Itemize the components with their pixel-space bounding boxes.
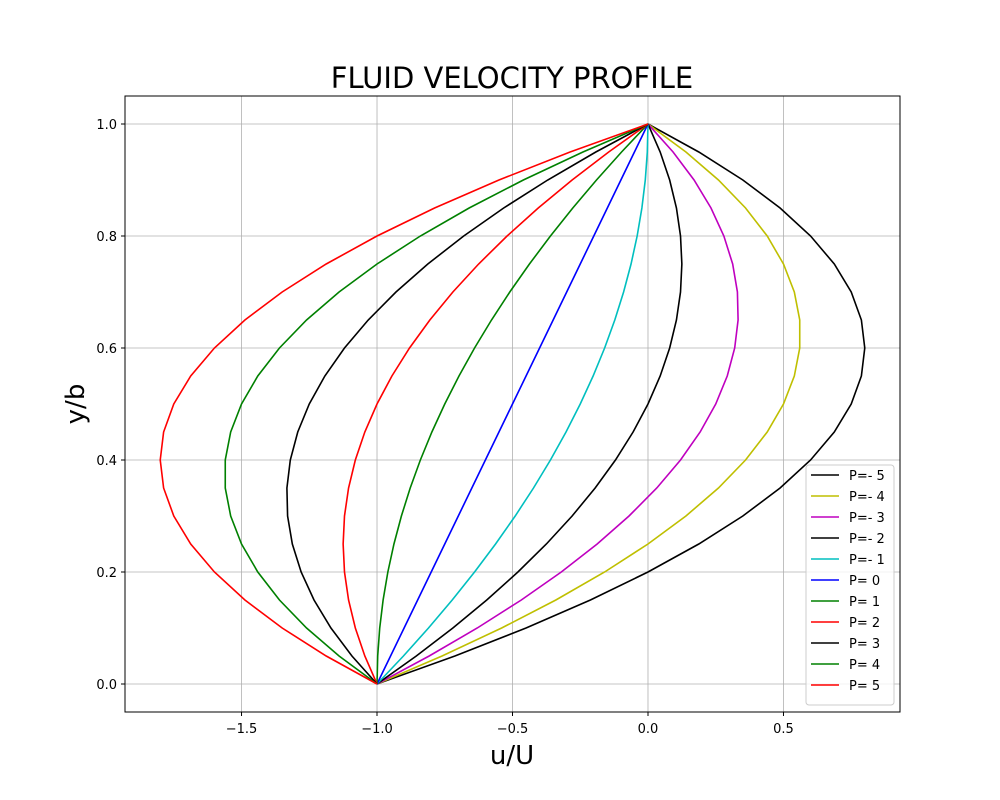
x-tick-label: 0.5 bbox=[773, 722, 794, 737]
data-line bbox=[376, 123, 801, 685]
y-axis-label: y/b bbox=[61, 384, 91, 425]
y-tick-label: 1.0 bbox=[96, 118, 117, 133]
legend-label: P=- 3 bbox=[849, 511, 885, 526]
data-line bbox=[376, 123, 649, 685]
legend-label: P=- 1 bbox=[849, 553, 885, 568]
legend-box bbox=[805, 464, 895, 706]
legend-label: P= 4 bbox=[849, 658, 880, 673]
data-line bbox=[159, 123, 649, 685]
y-tick-label: 0.8 bbox=[96, 230, 117, 245]
data-line bbox=[376, 123, 649, 685]
y-tick-label: 0.4 bbox=[96, 454, 117, 469]
x-axis-label: u/U bbox=[490, 741, 534, 771]
plot-frame bbox=[124, 95, 901, 713]
y-tick-label: 0.6 bbox=[96, 342, 117, 357]
legend-label: P=- 2 bbox=[849, 532, 885, 547]
data-line bbox=[376, 123, 649, 685]
x-tick-label: −1.0 bbox=[361, 722, 393, 737]
x-tick-label: −0.5 bbox=[497, 722, 529, 737]
data-line bbox=[376, 123, 866, 685]
data-line bbox=[286, 123, 649, 685]
data-line bbox=[376, 123, 683, 685]
data-line bbox=[376, 123, 739, 685]
legend-label: P= 0 bbox=[849, 574, 880, 589]
legend-label: P= 3 bbox=[849, 637, 880, 652]
y-tick-label: 0.2 bbox=[96, 566, 117, 581]
x-tick-label: 0.0 bbox=[638, 722, 659, 737]
legend-label: P= 1 bbox=[849, 595, 880, 610]
legend-label: P=- 4 bbox=[849, 490, 885, 505]
y-tick-label: 0.0 bbox=[96, 678, 117, 693]
legend-label: P=- 5 bbox=[849, 469, 885, 484]
chart-title: FLUID VELOCITY PROFILE bbox=[331, 61, 693, 95]
x-tick-label: −1.5 bbox=[226, 722, 258, 737]
legend-label: P= 5 bbox=[849, 679, 880, 694]
data-line bbox=[342, 123, 649, 685]
legend: P=- 5 P=- 4 P=- 3 P=- 2 P=- 1 P= 0 P= 1 P= 2 P= … bbox=[805, 464, 895, 706]
legend-label: P= 2 bbox=[849, 616, 880, 631]
data-line bbox=[224, 123, 649, 685]
